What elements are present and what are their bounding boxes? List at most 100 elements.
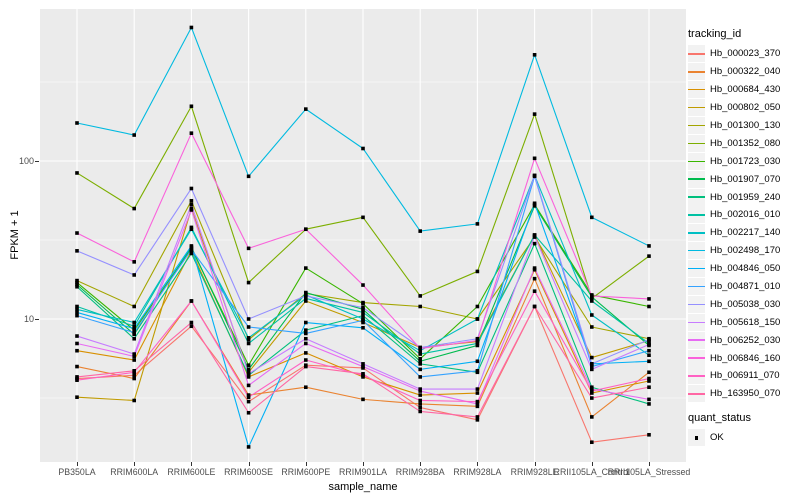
- legend-item-Hb_163950_070: Hb_163950_070: [688, 385, 798, 403]
- legend-item-label: Hb_001907_070: [710, 173, 781, 185]
- data-point: [304, 107, 308, 111]
- legend-key-swatch: [688, 429, 705, 447]
- data-point: [475, 387, 480, 391]
- data-point: [418, 409, 422, 414]
- data-point: [475, 269, 480, 274]
- data-point: [189, 208, 194, 212]
- data-point: [418, 367, 422, 372]
- x-tick-label: RRIM600SE: [224, 467, 274, 477]
- plot-area-svg: [40, 9, 686, 462]
- legend-color-line-icon: [688, 285, 705, 288]
- y-axis-title: FPKM + 1: [9, 210, 21, 260]
- legend-item-Hb_004871_010: Hb_004871_010: [688, 278, 798, 296]
- legend-key-swatch: [688, 117, 705, 134]
- x-tick-mark: [420, 462, 422, 466]
- x-axis-title: sample_name: [328, 481, 398, 493]
- data-point: [246, 445, 251, 449]
- data-point: [246, 383, 251, 388]
- data-point: [361, 305, 365, 310]
- data-point: [246, 174, 251, 179]
- data-point: [361, 310, 365, 315]
- data-point: [647, 370, 651, 375]
- data-point: [475, 369, 480, 373]
- data-point: [647, 359, 651, 364]
- data-point: [189, 104, 194, 109]
- data-point: [475, 343, 480, 348]
- data-point: [532, 173, 537, 178]
- data-point: [532, 276, 537, 281]
- legend-item-Hb_000684_430: Hb_000684_430: [688, 81, 798, 99]
- legend-item-label: Hb_006846_160: [710, 352, 781, 364]
- data-point: [304, 351, 308, 355]
- legend-color-line-icon: [688, 303, 705, 306]
- legend-item-Hb_001907_070: Hb_001907_070: [688, 170, 798, 188]
- legend-item-Hb_002217_140: Hb_002217_140: [688, 224, 798, 242]
- data-point: [75, 307, 79, 312]
- legend-title-quant-status: quant_status: [688, 411, 751, 424]
- legend-key-swatch: [688, 45, 705, 63]
- x-tick-label: RRIM901LA: [339, 467, 387, 477]
- data-point: [75, 280, 79, 285]
- data-point: [590, 355, 594, 360]
- data-point: [132, 304, 136, 309]
- legend-item-label: OK: [710, 432, 724, 444]
- data-point: [361, 371, 365, 376]
- data-point: [475, 338, 480, 343]
- data-point: [75, 278, 79, 283]
- data-point: [475, 336, 480, 341]
- data-point: [132, 336, 136, 341]
- data-point: [418, 304, 422, 309]
- legend-color-line-icon: [688, 71, 705, 73]
- legend-point-icon: [694, 435, 699, 440]
- data-point: [590, 294, 594, 298]
- legend-key-swatch: [688, 134, 705, 152]
- data-point: [475, 304, 480, 309]
- data-point: [75, 341, 79, 346]
- data-point: [304, 266, 308, 270]
- legend-color-line-icon: [688, 53, 705, 55]
- data-point: [246, 395, 251, 399]
- legend-tracking-id-items: Hb_000023_370 Hb_000322_040 Hb_000684_430 H…: [688, 45, 798, 403]
- legend-key-swatch: [688, 260, 705, 278]
- data-point: [475, 404, 480, 409]
- data-point: [361, 215, 365, 220]
- data-point: [304, 290, 308, 295]
- data-point: [132, 330, 136, 335]
- data-point: [590, 387, 594, 391]
- data-point: [189, 25, 194, 30]
- data-point: [418, 346, 422, 351]
- data-point: [304, 320, 308, 325]
- data-point: [418, 405, 422, 410]
- legend-item-Hb_006846_160: Hb_006846_160: [688, 349, 798, 367]
- x-tick-mark: [77, 462, 78, 466]
- data-point: [532, 201, 537, 206]
- legend-item-Hb_000023_370: Hb_000023_370: [688, 45, 798, 63]
- data-point: [189, 131, 194, 135]
- data-point: [361, 362, 365, 366]
- data-point: [418, 352, 422, 356]
- legend-item-label: Hb_000684_430: [710, 84, 781, 96]
- legend-item-label: Hb_006911_070: [710, 370, 780, 382]
- legend-key-swatch: [688, 313, 705, 331]
- legend-title-tracking-id: tracking_id: [688, 28, 742, 40]
- data-point: [304, 341, 308, 346]
- y-tick-label: 100: [18, 156, 34, 166]
- data-point: [304, 296, 308, 301]
- data-point: [304, 331, 308, 336]
- legend-color-line-icon: [688, 393, 705, 395]
- legend-key-swatch: [688, 99, 705, 117]
- data-point: [361, 146, 365, 151]
- data-point: [189, 324, 194, 329]
- legend-key-swatch: [688, 81, 705, 99]
- legend-color-line-icon: [688, 232, 705, 234]
- data-point: [361, 320, 365, 325]
- legend-key-swatch: [688, 367, 705, 385]
- data-point: [132, 273, 136, 277]
- data-point: [246, 325, 251, 329]
- legend-key-swatch: [688, 331, 705, 349]
- x-tick-mark: [534, 462, 536, 466]
- x-tick-mark: [305, 462, 307, 466]
- data-point: [361, 313, 365, 318]
- data-point: [361, 325, 365, 330]
